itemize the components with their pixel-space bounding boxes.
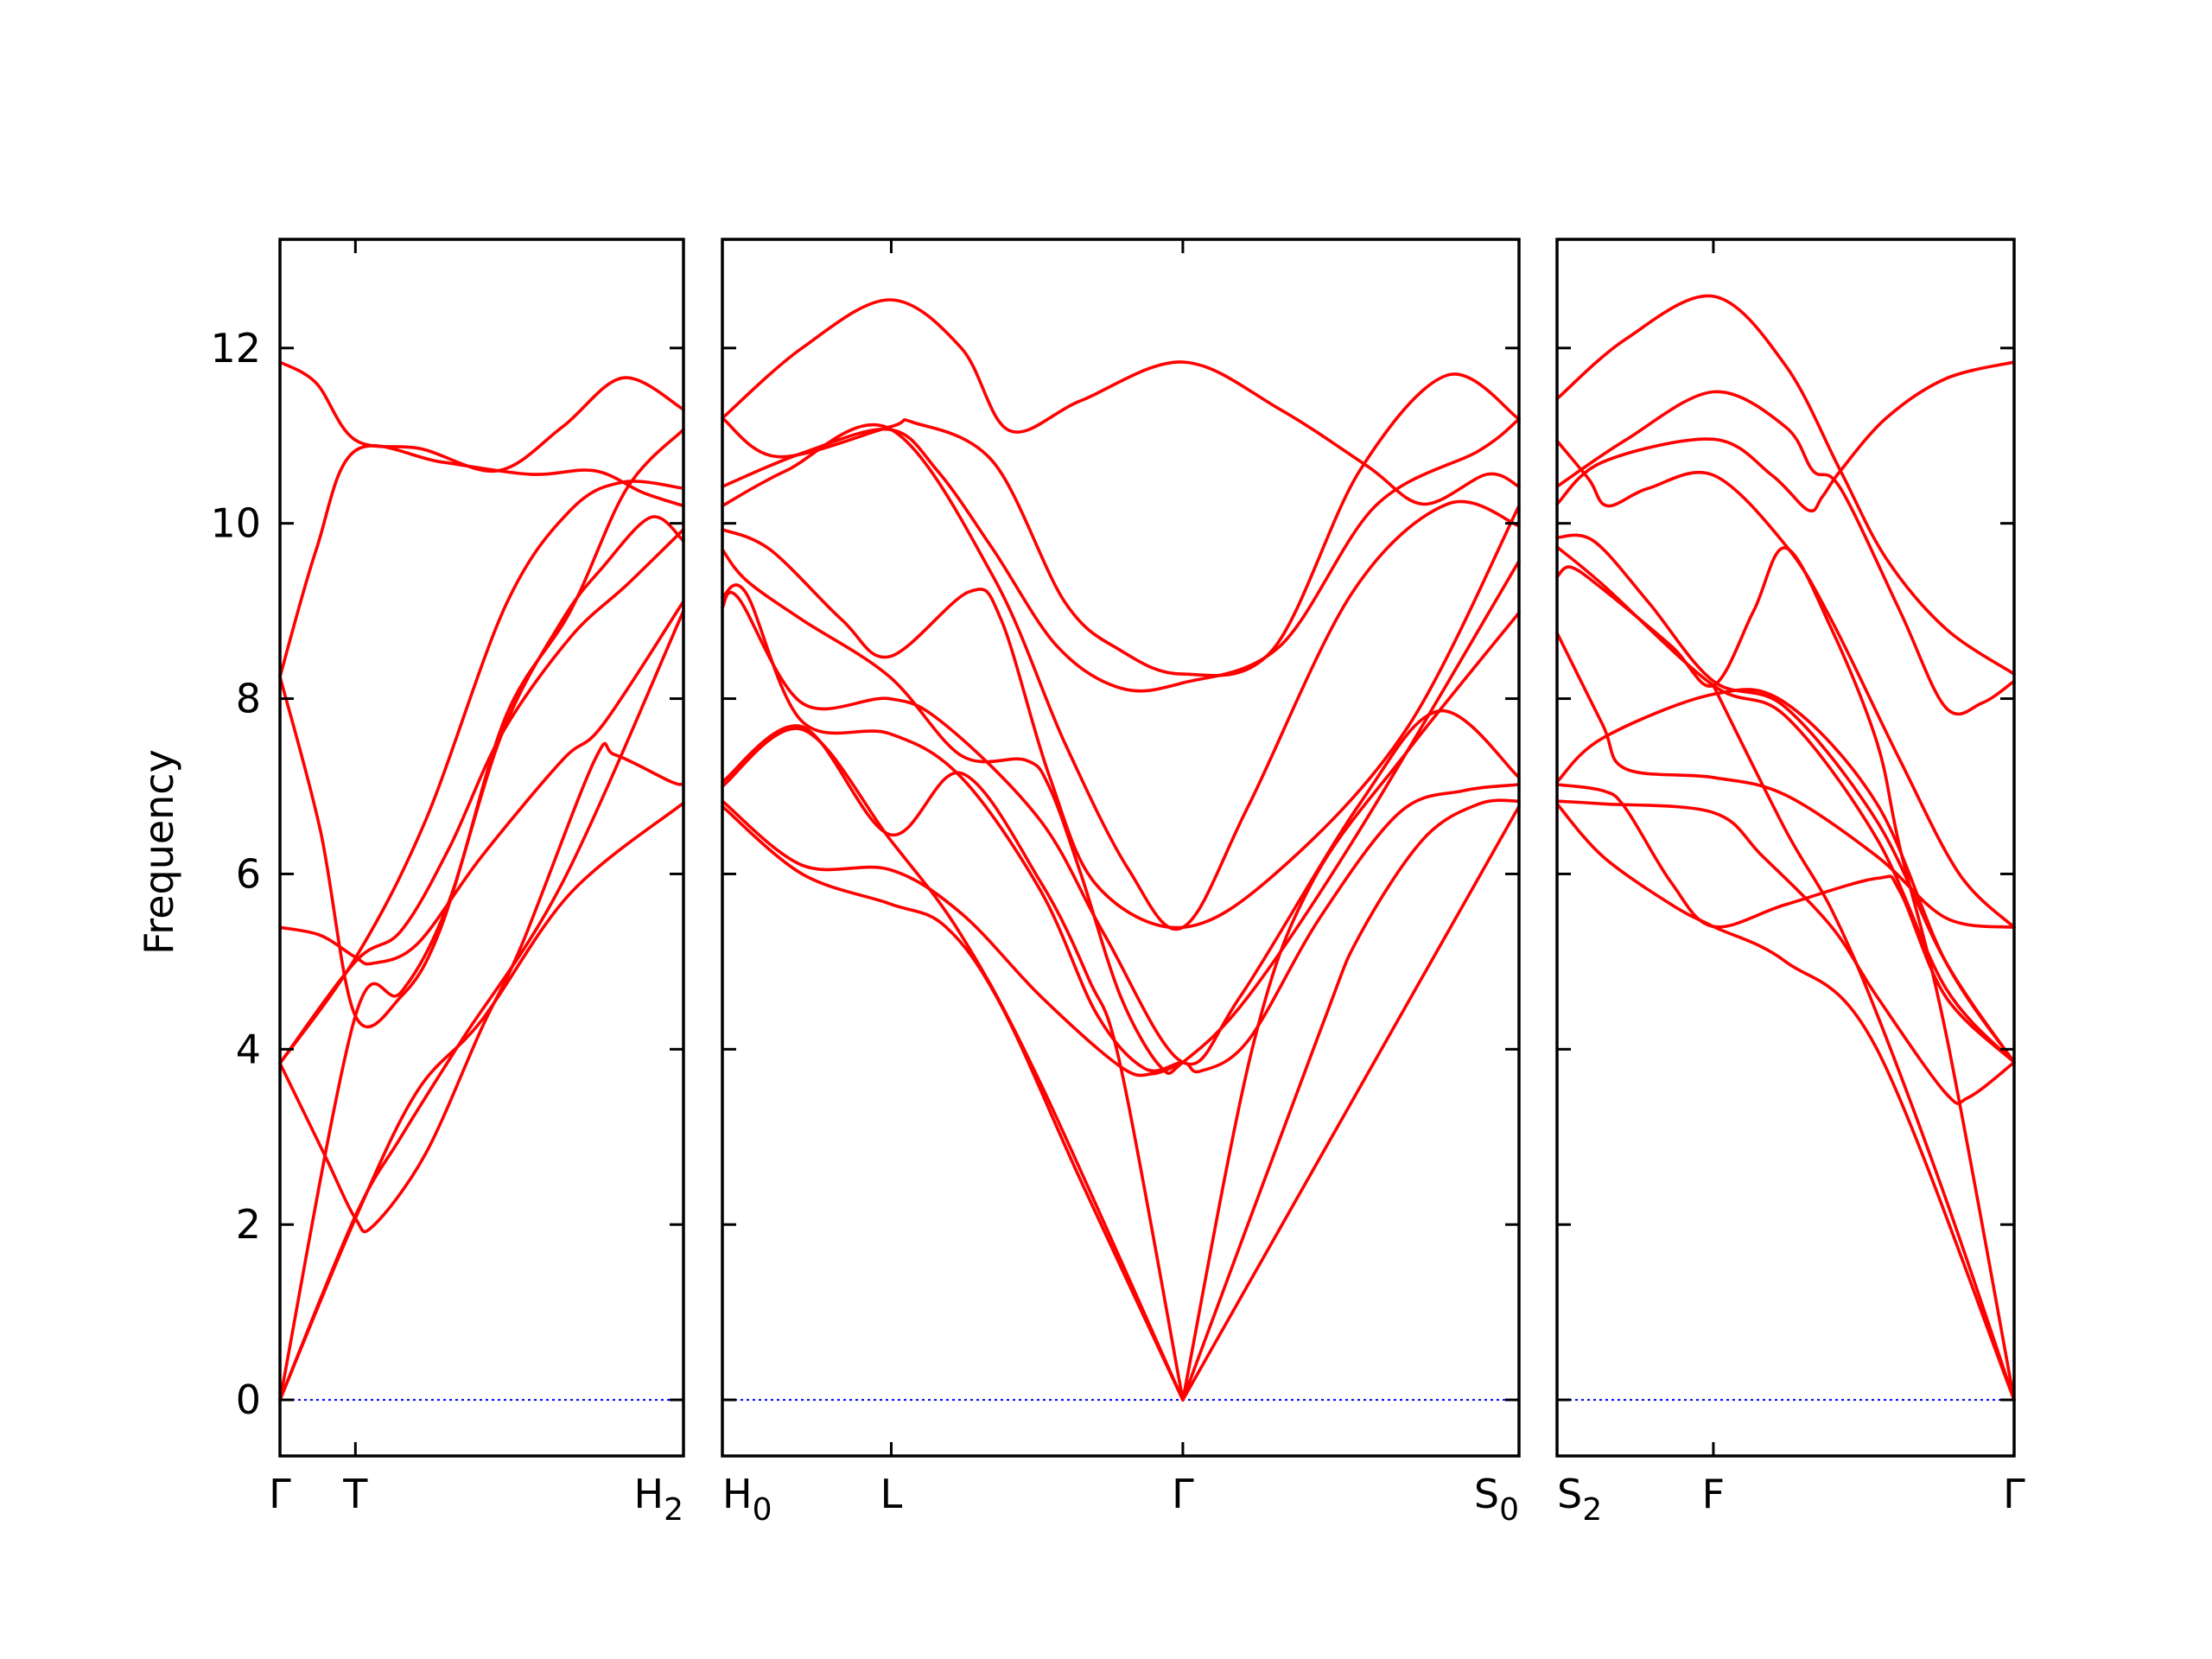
band-line-10	[278, 609, 685, 1402]
panel-frame	[278, 238, 685, 1458]
k-point-label: Γ	[2003, 1471, 2025, 1517]
k-point-label: T	[342, 1471, 368, 1517]
band-line-13	[721, 804, 1185, 1402]
band-line-7	[721, 590, 1521, 1066]
band-line-12	[1555, 802, 2016, 1402]
panel-frame	[721, 238, 1521, 1458]
k-point-label-text: H	[722, 1471, 753, 1517]
band-line-8	[721, 583, 1521, 1074]
k-point-label: S2	[1557, 1471, 1602, 1528]
k-point-label: H0	[722, 1471, 772, 1528]
band-line-7	[278, 428, 685, 1402]
y-tick-label: 6	[236, 850, 261, 897]
y-tick-label: 4	[236, 1026, 261, 1072]
band-line-15	[721, 727, 1185, 1402]
k-point-label-text: F	[1702, 1471, 1725, 1517]
band-line-4	[278, 600, 685, 966]
band-line-4	[721, 423, 1521, 931]
k-point-label-text: S	[1474, 1471, 1499, 1517]
band-line-11	[1181, 804, 1521, 1402]
band-line-6	[721, 548, 1521, 1075]
k-point-label-text: S	[1557, 1471, 1582, 1517]
y-axis-label: Frequency	[136, 749, 182, 955]
y-tick-label: 0	[236, 1376, 261, 1423]
band-line-3	[721, 417, 1521, 693]
band-line-4	[1555, 439, 2016, 930]
y-tick-label: 10	[210, 500, 261, 547]
band-line-9	[278, 741, 685, 1234]
k-point-label: Γ	[269, 1471, 291, 1517]
band-line-5	[278, 528, 685, 1065]
band-line-10	[1181, 798, 1521, 1402]
band-line-5	[1555, 533, 2016, 1065]
band-line-1	[721, 298, 1521, 506]
k-point-label-subscript: 2	[664, 1492, 683, 1528]
k-point-label-text: L	[880, 1471, 903, 1517]
panel-2: H0 L Γ S0	[721, 238, 1521, 1528]
band-line-9	[1181, 611, 1521, 1402]
k-point-label: Γ	[1172, 1471, 1194, 1517]
k-point-label-text: H	[634, 1471, 664, 1517]
band-line-2	[278, 444, 685, 678]
panel-frame	[1555, 238, 2016, 1458]
k-point-label-subscript: 0	[753, 1492, 772, 1528]
band-line-1	[1555, 294, 2016, 676]
band-line-2	[1555, 360, 2016, 513]
band-line-2	[721, 372, 1521, 677]
band-line-1	[278, 360, 685, 474]
band-line-12	[721, 799, 1185, 1077]
k-point-label: L	[880, 1471, 903, 1517]
y-tick-label: 2	[236, 1201, 261, 1248]
k-point-label: S0	[1474, 1471, 1519, 1528]
panel-1: Γ T H2	[269, 238, 685, 1528]
band-line-9	[1555, 688, 2016, 1065]
band-line-7	[1555, 546, 2016, 1402]
k-point-label-text: Γ	[269, 1471, 291, 1517]
y-tick-label: 8	[236, 676, 261, 722]
band-line-8	[278, 801, 685, 1402]
band-line-10	[1555, 783, 2016, 1065]
band-line-6	[1555, 545, 2016, 1065]
k-point-label-text: T	[342, 1471, 368, 1517]
k-point-label: H2	[634, 1471, 684, 1528]
panel-3: S2 F Γ	[1555, 238, 2025, 1528]
band-line-3	[1555, 390, 2016, 716]
band-line-5	[721, 504, 1521, 930]
k-point-label-text: Γ	[2003, 1471, 2025, 1517]
band-line-11	[1555, 799, 2016, 1105]
k-point-label-subscript: 0	[1499, 1492, 1519, 1528]
k-point-label-text: Γ	[1172, 1471, 1194, 1517]
k-point-label-subscript: 2	[1582, 1492, 1602, 1528]
k-point-label: F	[1702, 1471, 1725, 1517]
y-tick-label: 12	[210, 325, 261, 372]
band-line-8	[1555, 631, 2016, 930]
band-line-13	[1712, 683, 2016, 1402]
